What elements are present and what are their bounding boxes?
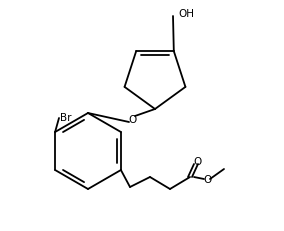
Text: O: O (193, 156, 201, 166)
Text: O: O (203, 174, 211, 184)
Text: Br: Br (60, 112, 72, 122)
Text: O: O (128, 115, 136, 125)
Text: OH: OH (178, 9, 194, 19)
